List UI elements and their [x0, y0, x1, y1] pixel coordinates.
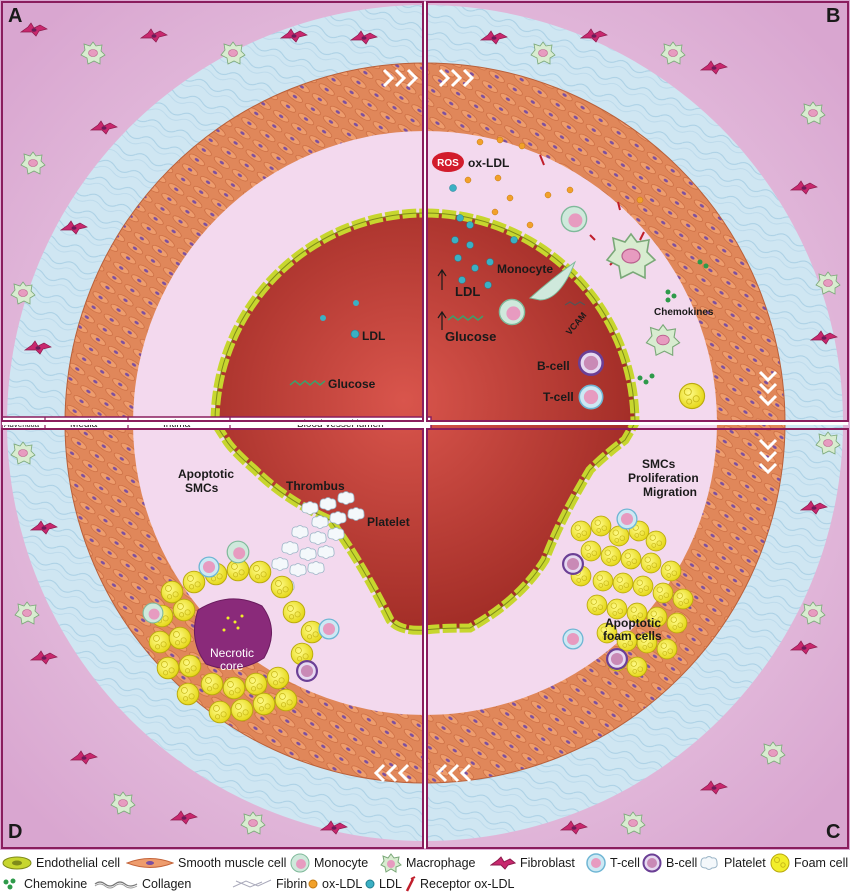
ox-ldl-label: ox-LDL: [468, 156, 509, 170]
legend-item-fibroblast: Fibroblast: [490, 853, 575, 873]
endothelial-cell-icon: [2, 856, 32, 870]
thrombus-label: Thrombus: [286, 479, 345, 493]
legend-item-receptor-ox-ldl: Receptor ox-LDL: [404, 874, 515, 894]
vcam-molecule: [564, 301, 586, 306]
necrotic-label: Necrotic: [210, 646, 254, 660]
legend-item-ox-ldl: ox-LDL: [308, 874, 362, 894]
platelet-icon: [700, 856, 718, 870]
legend-item-foam-cell: Foam cell: [770, 853, 848, 873]
legend-label: Fibroblast: [520, 856, 575, 870]
ros-label: ROS: [437, 158, 459, 169]
legend: Endothelial cell Smooth muscle cell Mono…: [0, 850, 850, 895]
panel-b-ldl-label: LDL: [455, 284, 480, 299]
apoptotic-smcs-label: SMCs: [185, 481, 219, 495]
ox-ldl-icon: [308, 879, 318, 889]
legend-label: LDL: [379, 877, 402, 891]
fibrin-icon: [232, 879, 272, 888]
legend-item-macrophage: Macrophage: [380, 853, 476, 873]
t-cell-icon: [586, 853, 606, 873]
chemokine-dots: [637, 259, 709, 385]
legend-item-chemokine: Chemokine: [2, 874, 87, 894]
legend-item-collagen: Collagen: [94, 874, 191, 894]
legend-item-platelet: Platelet: [698, 853, 766, 873]
monocyte-label: Monocyte: [497, 262, 553, 276]
panel-c-apoptotic-label: Apoptotic: [605, 616, 661, 630]
panel-a-glucose-chain: [289, 380, 326, 386]
smooth-muscle-cell-icon: [126, 858, 174, 868]
panel-b-letter: B: [826, 5, 840, 27]
glucose-increase-arrow: [437, 310, 447, 330]
ox-ldl-particles: [464, 136, 644, 229]
panel-d-letter: D: [8, 821, 22, 843]
panel-a-glucose-label: Glucose: [328, 377, 376, 391]
panel-d-apoptotic-label: Apoptotic: [178, 467, 234, 481]
b-cell: [578, 350, 604, 376]
panel-c-smcs-label: SMCs: [642, 457, 676, 471]
migrating-monocyte: [528, 260, 577, 301]
panel-b-glucose-label: Glucose: [445, 329, 496, 344]
legend-label: B-cell: [666, 856, 698, 870]
monocyte-icon: [290, 853, 310, 873]
chemokine-icon: [3, 878, 16, 890]
necrotic-core-area: [193, 598, 272, 670]
legend-item-fibrin: Fibrin: [232, 874, 307, 894]
chemokines-label: Chemokines: [654, 307, 714, 318]
legend-label: Foam cell: [794, 856, 849, 870]
platelet-label: Platelet: [367, 515, 410, 529]
panel-b-ldl-particles: [449, 184, 518, 289]
panel-a-ldl-particles: [320, 300, 360, 339]
panel-d-frame: [1, 428, 424, 849]
legend-label: Collagen: [142, 877, 192, 891]
monocyte-cell: [498, 298, 526, 326]
legend-row-2: Chemokine Collagen Fibrin ox-LDL LDL Rec…: [0, 874, 850, 894]
t-cell: [578, 384, 604, 410]
ldl-increase-arrow: [437, 268, 447, 290]
panel-a-ldl-label: LDL: [362, 329, 385, 343]
b-cell-label: B-cell: [537, 359, 570, 373]
legend-item-b-cell: B-cell: [642, 853, 697, 873]
legend-item-ldl: LDL: [365, 874, 402, 894]
legend-label: Macrophage: [406, 856, 476, 870]
blood-flow-chevrons: [373, 68, 778, 783]
panel-a-letter: A: [8, 5, 22, 27]
necrotic-core-label: core: [220, 659, 244, 673]
legend-item-smooth-muscle-cell: Smooth muscle cell: [126, 853, 286, 873]
legend-label: Platelet: [724, 856, 766, 870]
foam-cell-forming: [678, 382, 706, 410]
macrophage-icon: [380, 853, 402, 873]
apoptotic-foam-cells-label: foam cells: [603, 629, 662, 643]
legend-label: Smooth muscle cell: [178, 856, 287, 870]
legend-item-monocyte: Monocyte: [290, 853, 368, 873]
panel-a-frame: [1, 1, 424, 422]
legend-label: Receptor ox-LDL: [420, 877, 515, 891]
t-cell-label: T-cell: [543, 390, 574, 404]
ros-badge: ROS: [432, 152, 464, 172]
receptor-ox-ldl-icon: [405, 876, 416, 892]
ox-ldl-receptors: [539, 154, 645, 266]
ldl-icon: [365, 879, 375, 889]
atherosclerosis-diagram: LDL Glucose ROS ox-LDL LDL Monocyte VCAM…: [0, 0, 850, 850]
legend-label: Chemokine: [24, 877, 88, 891]
legend-item-t-cell: T-cell: [586, 853, 640, 873]
cholesterol-crystals: [222, 614, 244, 632]
legend-row-1: Endothelial cell Smooth muscle cell Mono…: [0, 853, 850, 873]
panel-b-frame: [426, 1, 849, 422]
migration-label: Migration: [643, 485, 697, 499]
panel-c-frame: [426, 428, 849, 849]
legend-label: Monocyte: [314, 856, 369, 870]
legend-item-endothelial-cell: Endothelial cell: [2, 853, 120, 873]
panel-b-glucose-chain: [447, 315, 484, 321]
monocyte-transmigrating: [560, 205, 588, 233]
panel-c-letter: C: [826, 821, 840, 843]
legend-label: ox-LDL: [322, 877, 363, 891]
b-cell-icon: [642, 853, 662, 873]
legend-label: T-cell: [610, 856, 640, 870]
proliferation-label: Proliferation: [628, 471, 699, 485]
collagen-icon: [94, 881, 138, 889]
legend-label: Endothelial cell: [36, 856, 121, 870]
fibroblast-icon: [490, 856, 516, 870]
legend-label: Fibrin: [276, 877, 308, 891]
foam-cell-icon: [770, 853, 790, 873]
